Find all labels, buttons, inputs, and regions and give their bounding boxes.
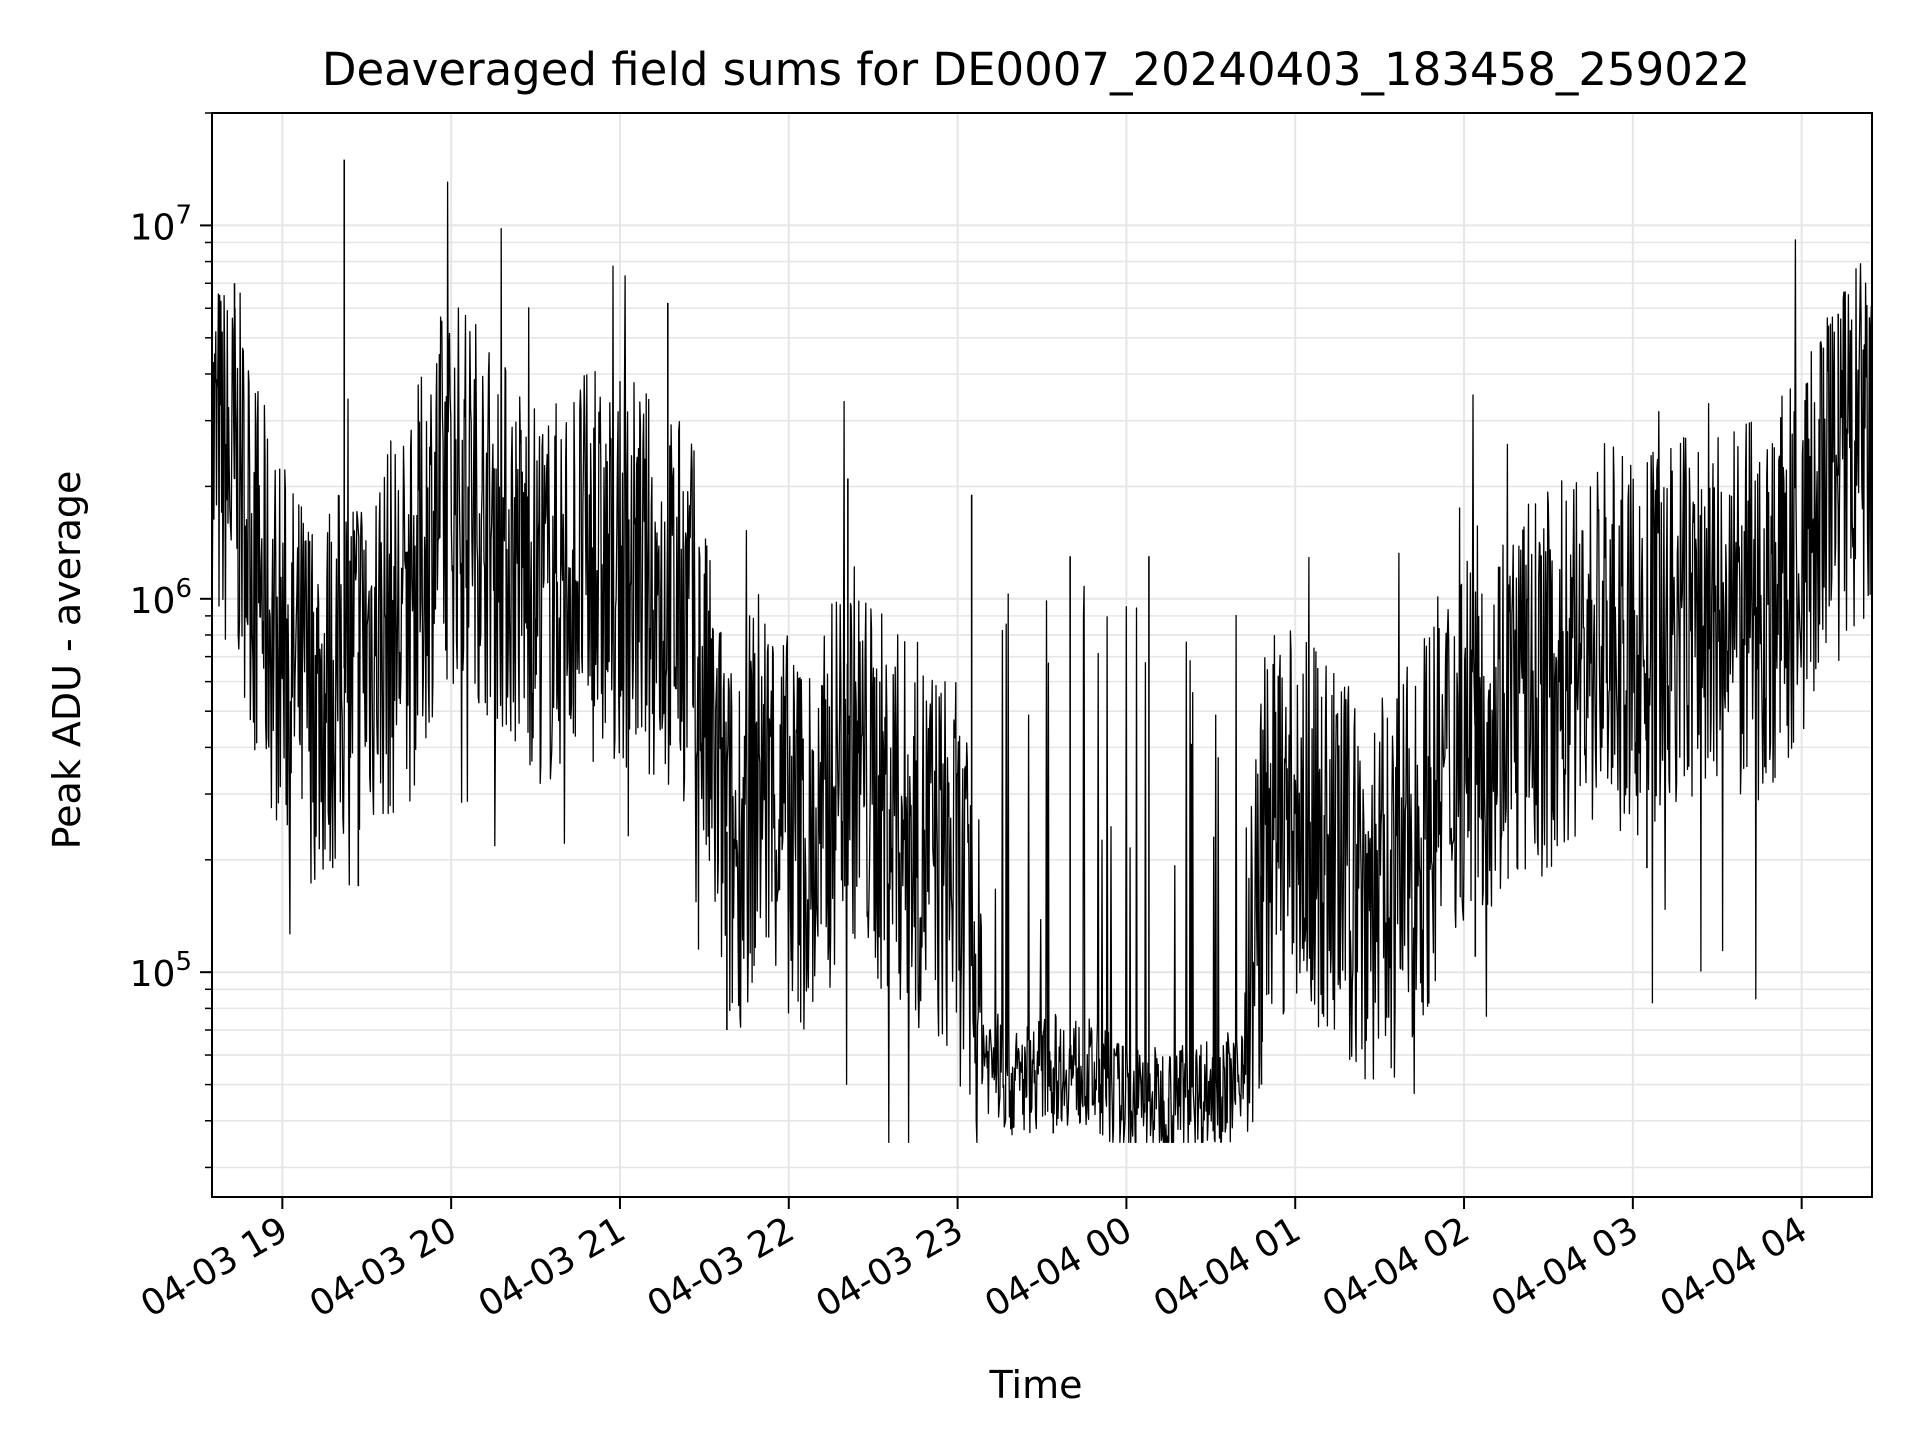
y-tick-label: 105 xyxy=(130,947,192,995)
plot-frame xyxy=(211,112,1873,1198)
series-line xyxy=(211,181,1873,1144)
chart-title: Deaveraged field sums for DE0007_2024040… xyxy=(322,43,1750,96)
plot-area xyxy=(211,159,1873,1144)
x-axis-label: Time xyxy=(989,1363,1083,1407)
y-axis-label: Peak ADU - average xyxy=(45,471,89,850)
